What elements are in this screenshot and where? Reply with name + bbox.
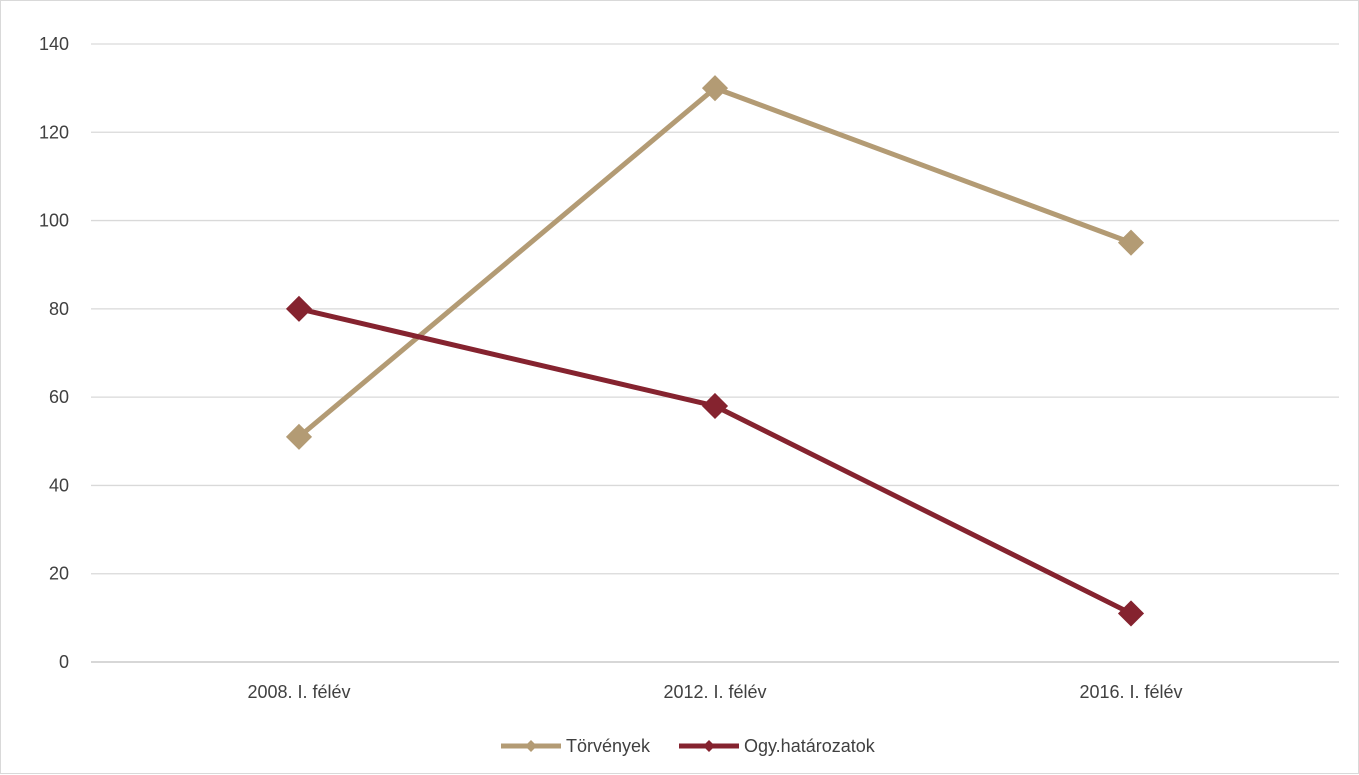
y-tick-label: 40 [49, 475, 69, 495]
gridlines [91, 43, 1339, 663]
series-line [296, 306, 1134, 616]
series-line [296, 85, 1134, 440]
y-tick-label: 20 [49, 564, 69, 584]
y-tick-label: 100 [39, 211, 69, 231]
data-point-marker [1117, 229, 1145, 256]
y-tick-label: 120 [39, 122, 69, 142]
data-point-marker [701, 392, 729, 420]
data-point-marker [1117, 600, 1145, 627]
x-tick-label: 2012. I. félév [663, 682, 766, 702]
y-tick-label: 140 [39, 34, 69, 54]
data-point-marker [285, 295, 313, 322]
x-axis-tick-labels: 2008. I. félév 2012. I. félév 2016. I. fél… [247, 682, 1182, 702]
legend-label: Törvények [566, 736, 651, 756]
legend: Törvények Ogy.határozatok [501, 736, 876, 756]
legend-marker [703, 740, 715, 752]
legend-marker [525, 740, 537, 752]
y-axis-tick-labels: 0 20 40 60 80 100 120 140 [39, 34, 69, 672]
legend-label: Ogy.határozatok [744, 736, 876, 756]
series-lines [285, 75, 1145, 627]
x-tick-label: 2016. I. félév [1079, 682, 1182, 702]
y-tick-label: 60 [49, 387, 69, 407]
y-tick-label: 0 [59, 652, 69, 672]
y-tick-label: 80 [49, 299, 69, 319]
data-point-marker [701, 75, 729, 102]
data-point-marker [285, 423, 313, 450]
x-tick-label: 2008. I. félév [247, 682, 350, 702]
